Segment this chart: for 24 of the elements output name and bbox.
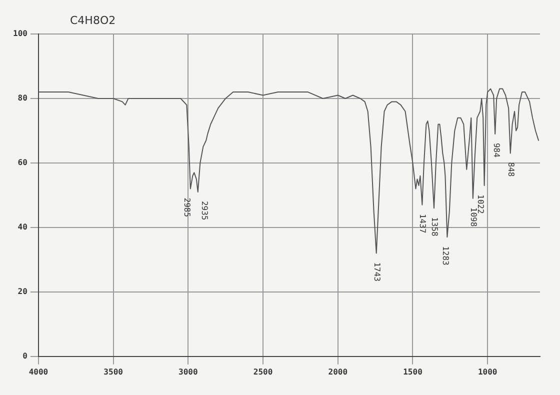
- x-tick-label: 3500: [104, 367, 124, 376]
- annotation: 2935: [200, 200, 209, 220]
- y-tick-label: 40: [18, 222, 28, 232]
- chart-title: C4H8O2: [70, 14, 116, 27]
- y-tick-label: 80: [18, 94, 28, 103]
- annotation: 984: [492, 142, 501, 158]
- annotation: 1022: [476, 194, 486, 214]
- annotation: 848: [506, 162, 516, 177]
- annotation: 1743: [372, 262, 382, 282]
- x-tick-label: 4000: [28, 367, 48, 376]
- annotation: 1098: [468, 207, 478, 227]
- y-tick-label: 0: [22, 351, 28, 360]
- annotation: 1358: [430, 217, 439, 237]
- y-tick-label: 20: [18, 287, 28, 296]
- y-tick-label: 100: [12, 29, 28, 38]
- annotation: 1437: [418, 214, 428, 234]
- x-tick-label: 1000: [478, 367, 498, 376]
- annotation: 2985: [182, 198, 192, 218]
- annotation: 1283: [441, 246, 450, 266]
- x-tick-label: 2000: [328, 367, 348, 376]
- x-tick-label: 2500: [253, 367, 273, 376]
- x-tick-label: 1500: [403, 367, 423, 376]
- y-tick-label: 60: [18, 158, 28, 168]
- x-tick-label: 3000: [178, 367, 198, 376]
